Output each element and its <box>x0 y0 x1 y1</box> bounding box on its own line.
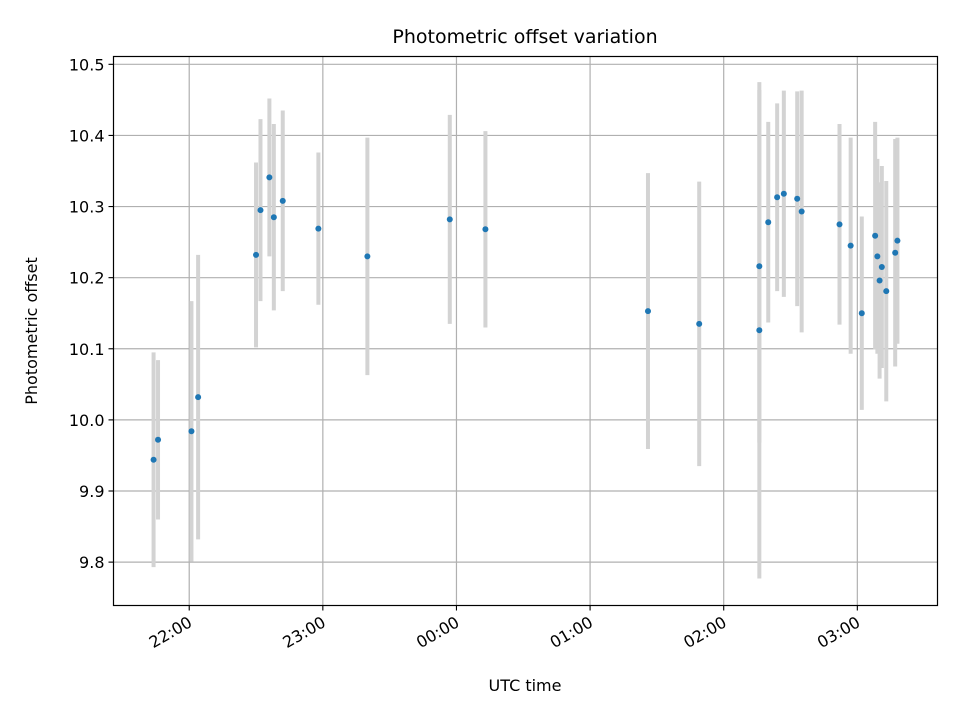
data-point <box>279 197 286 204</box>
data-point <box>765 219 772 226</box>
y-tick-label: 10.5 <box>69 55 105 74</box>
y-tick-label: 10.0 <box>69 411 105 430</box>
data-point <box>894 237 901 244</box>
data-points <box>150 174 901 463</box>
data-point <box>756 263 763 270</box>
y-axis: 9.8 9.9 10.0 10.1 10.2 10.3 10.4 10.5 <box>69 55 114 572</box>
y-tick-label: 9.8 <box>79 553 104 572</box>
data-point <box>195 394 202 401</box>
data-point <box>892 249 899 256</box>
data-point <box>270 214 277 221</box>
data-point <box>756 327 763 334</box>
data-point <box>644 308 651 315</box>
data-point <box>836 221 843 228</box>
data-point <box>794 195 801 202</box>
y-axis-label: Photometric offset <box>22 257 41 405</box>
data-point <box>780 190 787 197</box>
data-point <box>774 194 781 201</box>
data-point <box>257 207 264 214</box>
data-point <box>446 216 453 223</box>
data-point <box>155 436 162 443</box>
data-point <box>188 428 195 435</box>
data-point <box>696 320 703 327</box>
data-point <box>482 226 489 233</box>
y-tick-label: 10.1 <box>69 340 105 359</box>
plot-frame <box>112 55 939 607</box>
data-point <box>364 253 371 260</box>
data-point <box>858 310 865 317</box>
y-tick-label: 9.9 <box>79 482 104 501</box>
y-tick-label: 10.3 <box>69 198 105 217</box>
x-axis-label: UTC time <box>489 676 562 695</box>
chart-title: Photometric offset variation <box>392 26 657 48</box>
data-point <box>253 251 260 258</box>
y-tick-label: 10.4 <box>69 126 105 145</box>
y-tick-label: 10.2 <box>69 269 105 288</box>
data-point <box>883 288 890 295</box>
data-point <box>878 263 885 270</box>
data-point <box>798 208 805 215</box>
data-point <box>315 225 322 232</box>
data-point <box>876 277 883 284</box>
data-point <box>847 242 854 249</box>
data-point <box>266 174 273 181</box>
data-point <box>874 253 881 260</box>
data-point <box>150 456 157 463</box>
data-point <box>872 232 879 239</box>
